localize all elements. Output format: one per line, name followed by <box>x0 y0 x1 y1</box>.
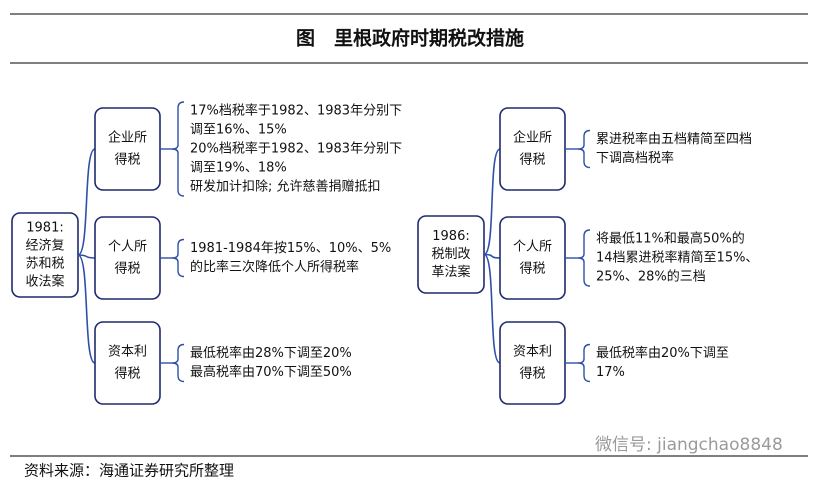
branch-label: 得税 <box>519 366 545 382</box>
branch-label: 企业所 <box>108 130 147 146</box>
root-label: 1981: <box>26 221 63 236</box>
branch-label: 个人所 <box>513 240 552 255</box>
title: 图 里根政府时期税改措施 <box>296 27 524 50</box>
root-label: 革法案 <box>431 265 470 280</box>
note: 最低税率由28%下调至20% <box>190 345 352 361</box>
branch-label: 个人所 <box>108 240 147 255</box>
note: 将最低11%和最高50%的 <box>596 231 745 247</box>
branch-box <box>94 321 161 405</box>
note: 最低税率由20%下调至 <box>596 345 729 361</box>
branch-box <box>94 107 161 191</box>
brace <box>171 343 185 383</box>
note: 25%、28%的三档 <box>596 269 706 285</box>
note: 研发加计扣除; 允许慈善捐赠抵扣 <box>190 179 381 195</box>
branch-label: 得税 <box>519 261 545 277</box>
note: 的比率三次降低个人所得税率 <box>190 259 359 275</box>
watermark: 微信号: jiangchao8848 <box>595 435 783 455</box>
note: 14档累进税率精简至15%、 <box>596 250 758 266</box>
branch-label: 资本利 <box>513 345 552 360</box>
note: 17% <box>596 365 625 380</box>
connector <box>77 254 96 364</box>
branch-label: 得税 <box>114 261 140 277</box>
brace <box>171 101 185 197</box>
source: 资料来源：海通证券研究所整理 <box>24 462 234 480</box>
connector <box>483 148 501 256</box>
connector <box>483 253 501 259</box>
note: 1981-1984年按15%、10%、5% <box>190 241 391 256</box>
root-label: 税制改 <box>431 247 470 262</box>
root-label: 苏和税 <box>25 256 64 272</box>
note: 调至16%、15% <box>190 123 287 138</box>
note: 调至19%、18% <box>190 161 287 176</box>
note: 累进税率由五档精简至四档 <box>596 131 752 147</box>
branch-box <box>499 321 566 405</box>
note: 20%档税率于1982、1983年分别下 <box>190 141 402 157</box>
branch-label: 企业所 <box>513 130 552 146</box>
root-label: 收法案 <box>25 275 64 290</box>
connector <box>483 253 501 364</box>
brace <box>577 229 591 287</box>
brace <box>577 129 591 169</box>
branch-box <box>499 216 566 300</box>
note: 下调高档税率 <box>596 150 674 166</box>
note: 最高税率由70%下调至50% <box>190 364 352 380</box>
branch-label: 得税 <box>519 152 545 168</box>
brace <box>171 238 185 278</box>
root-label: 经济复 <box>25 239 64 254</box>
connector <box>77 148 96 256</box>
branch-box <box>94 216 161 300</box>
branch-label: 得税 <box>114 152 140 168</box>
brace <box>577 343 591 383</box>
branch-label: 得税 <box>114 366 140 382</box>
note: 17%档税率于1982、1983年分别下 <box>190 103 402 119</box>
connector <box>77 254 96 259</box>
branch-label: 资本利 <box>108 345 147 360</box>
root-label: 1986: <box>432 229 469 244</box>
branch-box <box>499 107 566 191</box>
